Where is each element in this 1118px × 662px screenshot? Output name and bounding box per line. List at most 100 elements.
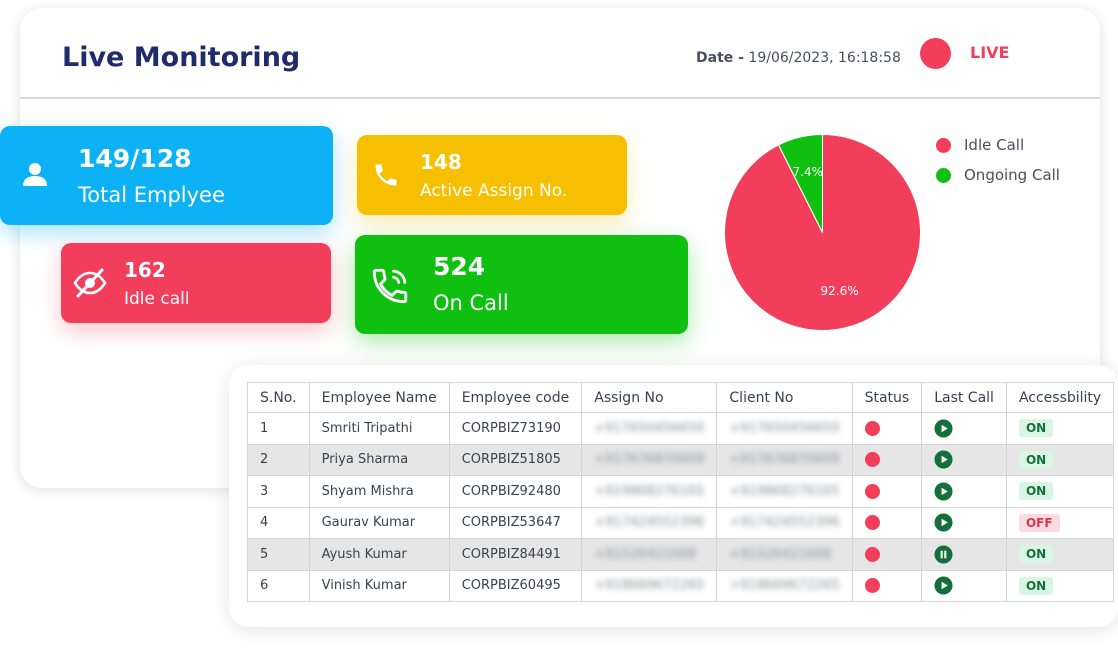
cell-accessibility: OFF: [1005, 506, 1115, 539]
assign-number-blurred: +917650456650: [594, 420, 705, 436]
access-toggle[interactable]: OFF: [1018, 513, 1060, 532]
legend-swatch: [936, 137, 951, 153]
table-row[interactable]: 4 Gaurav Kumar CORPBIZ53647 +917424552396 +9…: [247, 506, 1115, 539]
cell-sno: 3: [247, 475, 310, 508]
cell-status: [851, 443, 923, 476]
cell-status: [851, 475, 923, 508]
cell-client-no: +918669672265: [716, 569, 853, 602]
play-icon[interactable]: [934, 513, 953, 532]
cell-last-call: [921, 538, 1007, 571]
cell-assign-no: +918669672265: [581, 569, 718, 602]
col-header: Employee Name: [308, 382, 450, 413]
status-dot: [864, 420, 880, 436]
cell-employee-code: CORPBIZ92480: [448, 475, 583, 508]
cell-employee-name: Ayush Kumar: [308, 538, 450, 571]
play-icon[interactable]: [934, 482, 953, 501]
cell-client-no: +917676870609: [716, 443, 853, 476]
legend-label: Ongoing Call: [964, 166, 1060, 184]
cell-accessibility: ON: [1005, 569, 1115, 602]
assign-number-blurred: +917424552396: [594, 515, 705, 531]
cell-status: [851, 412, 923, 445]
cell-last-call: [921, 443, 1007, 476]
table-row[interactable]: 3 Shyam Mishra CORPBIZ92480 +919868276165 +9…: [247, 475, 1115, 508]
assign-number-blurred: +917676870609: [594, 452, 705, 468]
table-row[interactable]: 1 Smriti Tripathi CORPBIZ73190 +91765045665…: [247, 412, 1115, 445]
play-icon[interactable]: [934, 419, 953, 438]
legend-swatch: [936, 167, 951, 183]
status-dot: [864, 452, 880, 468]
call-status-pie-chart: [724, 133, 921, 331]
assign-number-blurred: +91526421668: [594, 546, 697, 562]
cell-accessibility: ON: [1005, 538, 1115, 571]
chart-legend: Idle Call Ongoing Call: [936, 130, 1060, 190]
cell-status: [851, 569, 923, 602]
col-header: S.No.: [247, 382, 310, 413]
col-header: Employee code: [448, 382, 583, 413]
stat-value: 149/128: [78, 144, 192, 173]
stat-label: On Call: [433, 291, 509, 315]
cell-employee-code: CORPBIZ84491: [448, 538, 583, 571]
table-header-row: S.No. Employee Name Employee code Assign…: [247, 382, 1115, 413]
play-icon[interactable]: [934, 576, 953, 595]
access-toggle[interactable]: ON: [1018, 450, 1054, 469]
employee-table: S.No. Employee Name Employee code Assign…: [247, 382, 1115, 602]
cell-assign-no: +917676870609: [581, 443, 718, 476]
cell-client-no: +917424552396: [716, 506, 853, 539]
access-toggle[interactable]: ON: [1018, 482, 1054, 501]
table-row[interactable]: 2 Priya Sharma CORPBIZ51805 +917676870609 +9…: [247, 443, 1115, 476]
cell-employee-code: CORPBIZ73190: [448, 412, 583, 445]
stat-value: 524: [433, 252, 486, 281]
cell-assign-no: +917424552396: [581, 506, 718, 539]
cell-sno: 5: [247, 538, 310, 571]
pause-icon[interactable]: [934, 545, 953, 564]
client-number-blurred: +917650456650: [729, 420, 840, 436]
assign-number-blurred: +918669672265: [594, 578, 705, 594]
user-icon: [20, 159, 50, 193]
cell-last-call: [921, 506, 1007, 539]
cell-client-no: +917650456650: [716, 412, 853, 445]
stat-total-employee[interactable]: 149/128 Total Emplyee: [0, 126, 333, 225]
eye-off-icon: [72, 265, 108, 305]
cell-accessibility: ON: [1005, 443, 1115, 476]
cell-assign-no: +91526421668: [581, 538, 718, 571]
stat-on-call[interactable]: 524 On Call: [355, 235, 688, 334]
pie-label-ongoing: 7.4%: [792, 165, 824, 180]
cell-sno: 1: [247, 412, 310, 445]
pie-slice-ongoing[interactable]: [777, 133, 823, 233]
stat-label: Idle call: [124, 289, 190, 309]
access-toggle[interactable]: ON: [1018, 576, 1054, 595]
col-header: Assign No: [581, 382, 718, 413]
stat-idle-call[interactable]: 162 Idle call: [61, 243, 331, 323]
date-label: Date -: [696, 50, 744, 66]
cell-employee-code: CORPBIZ53647: [448, 506, 583, 539]
cell-employee-name: Priya Sharma: [308, 443, 450, 476]
cell-sno: 2: [247, 443, 310, 476]
cell-employee-name: Smriti Tripathi: [308, 412, 450, 445]
assign-number-blurred: +919868276165: [594, 483, 705, 499]
cell-last-call: [921, 412, 1007, 445]
cell-accessibility: ON: [1005, 475, 1115, 508]
cell-employee-code: CORPBIZ51805: [448, 443, 583, 476]
date-display: Date - 19/06/2023, 16:18:58: [696, 50, 901, 66]
stat-active-assign[interactable]: 148 Active Assign No.: [357, 135, 627, 215]
client-number-blurred: +91526421668: [729, 546, 832, 562]
table-row[interactable]: 6 Vinish Kumar CORPBIZ60495 +918669672265 +9…: [247, 569, 1115, 602]
access-toggle[interactable]: ON: [1018, 419, 1054, 438]
cell-employee-name: Shyam Mishra: [308, 475, 450, 508]
cell-client-no: +91526421668: [716, 538, 853, 571]
status-dot: [864, 578, 880, 594]
client-number-blurred: +918669672265: [729, 578, 840, 594]
col-header: Accessbility: [1005, 382, 1115, 413]
col-header: Client No: [716, 382, 853, 413]
status-dot: [864, 483, 880, 499]
play-icon[interactable]: [934, 450, 953, 469]
cell-last-call: [921, 569, 1007, 602]
col-header: Last Call: [921, 382, 1007, 413]
cell-client-no: +919868276165: [716, 475, 853, 508]
access-toggle[interactable]: ON: [1018, 545, 1054, 564]
client-number-blurred: +919868276165: [729, 483, 840, 499]
cell-sno: 4: [247, 506, 310, 539]
cell-employee-name: Gaurav Kumar: [308, 506, 450, 539]
table-row[interactable]: 5 Ayush Kumar CORPBIZ84491 +91526421668 +915…: [247, 538, 1115, 571]
cell-assign-no: +919868276165: [581, 475, 718, 508]
